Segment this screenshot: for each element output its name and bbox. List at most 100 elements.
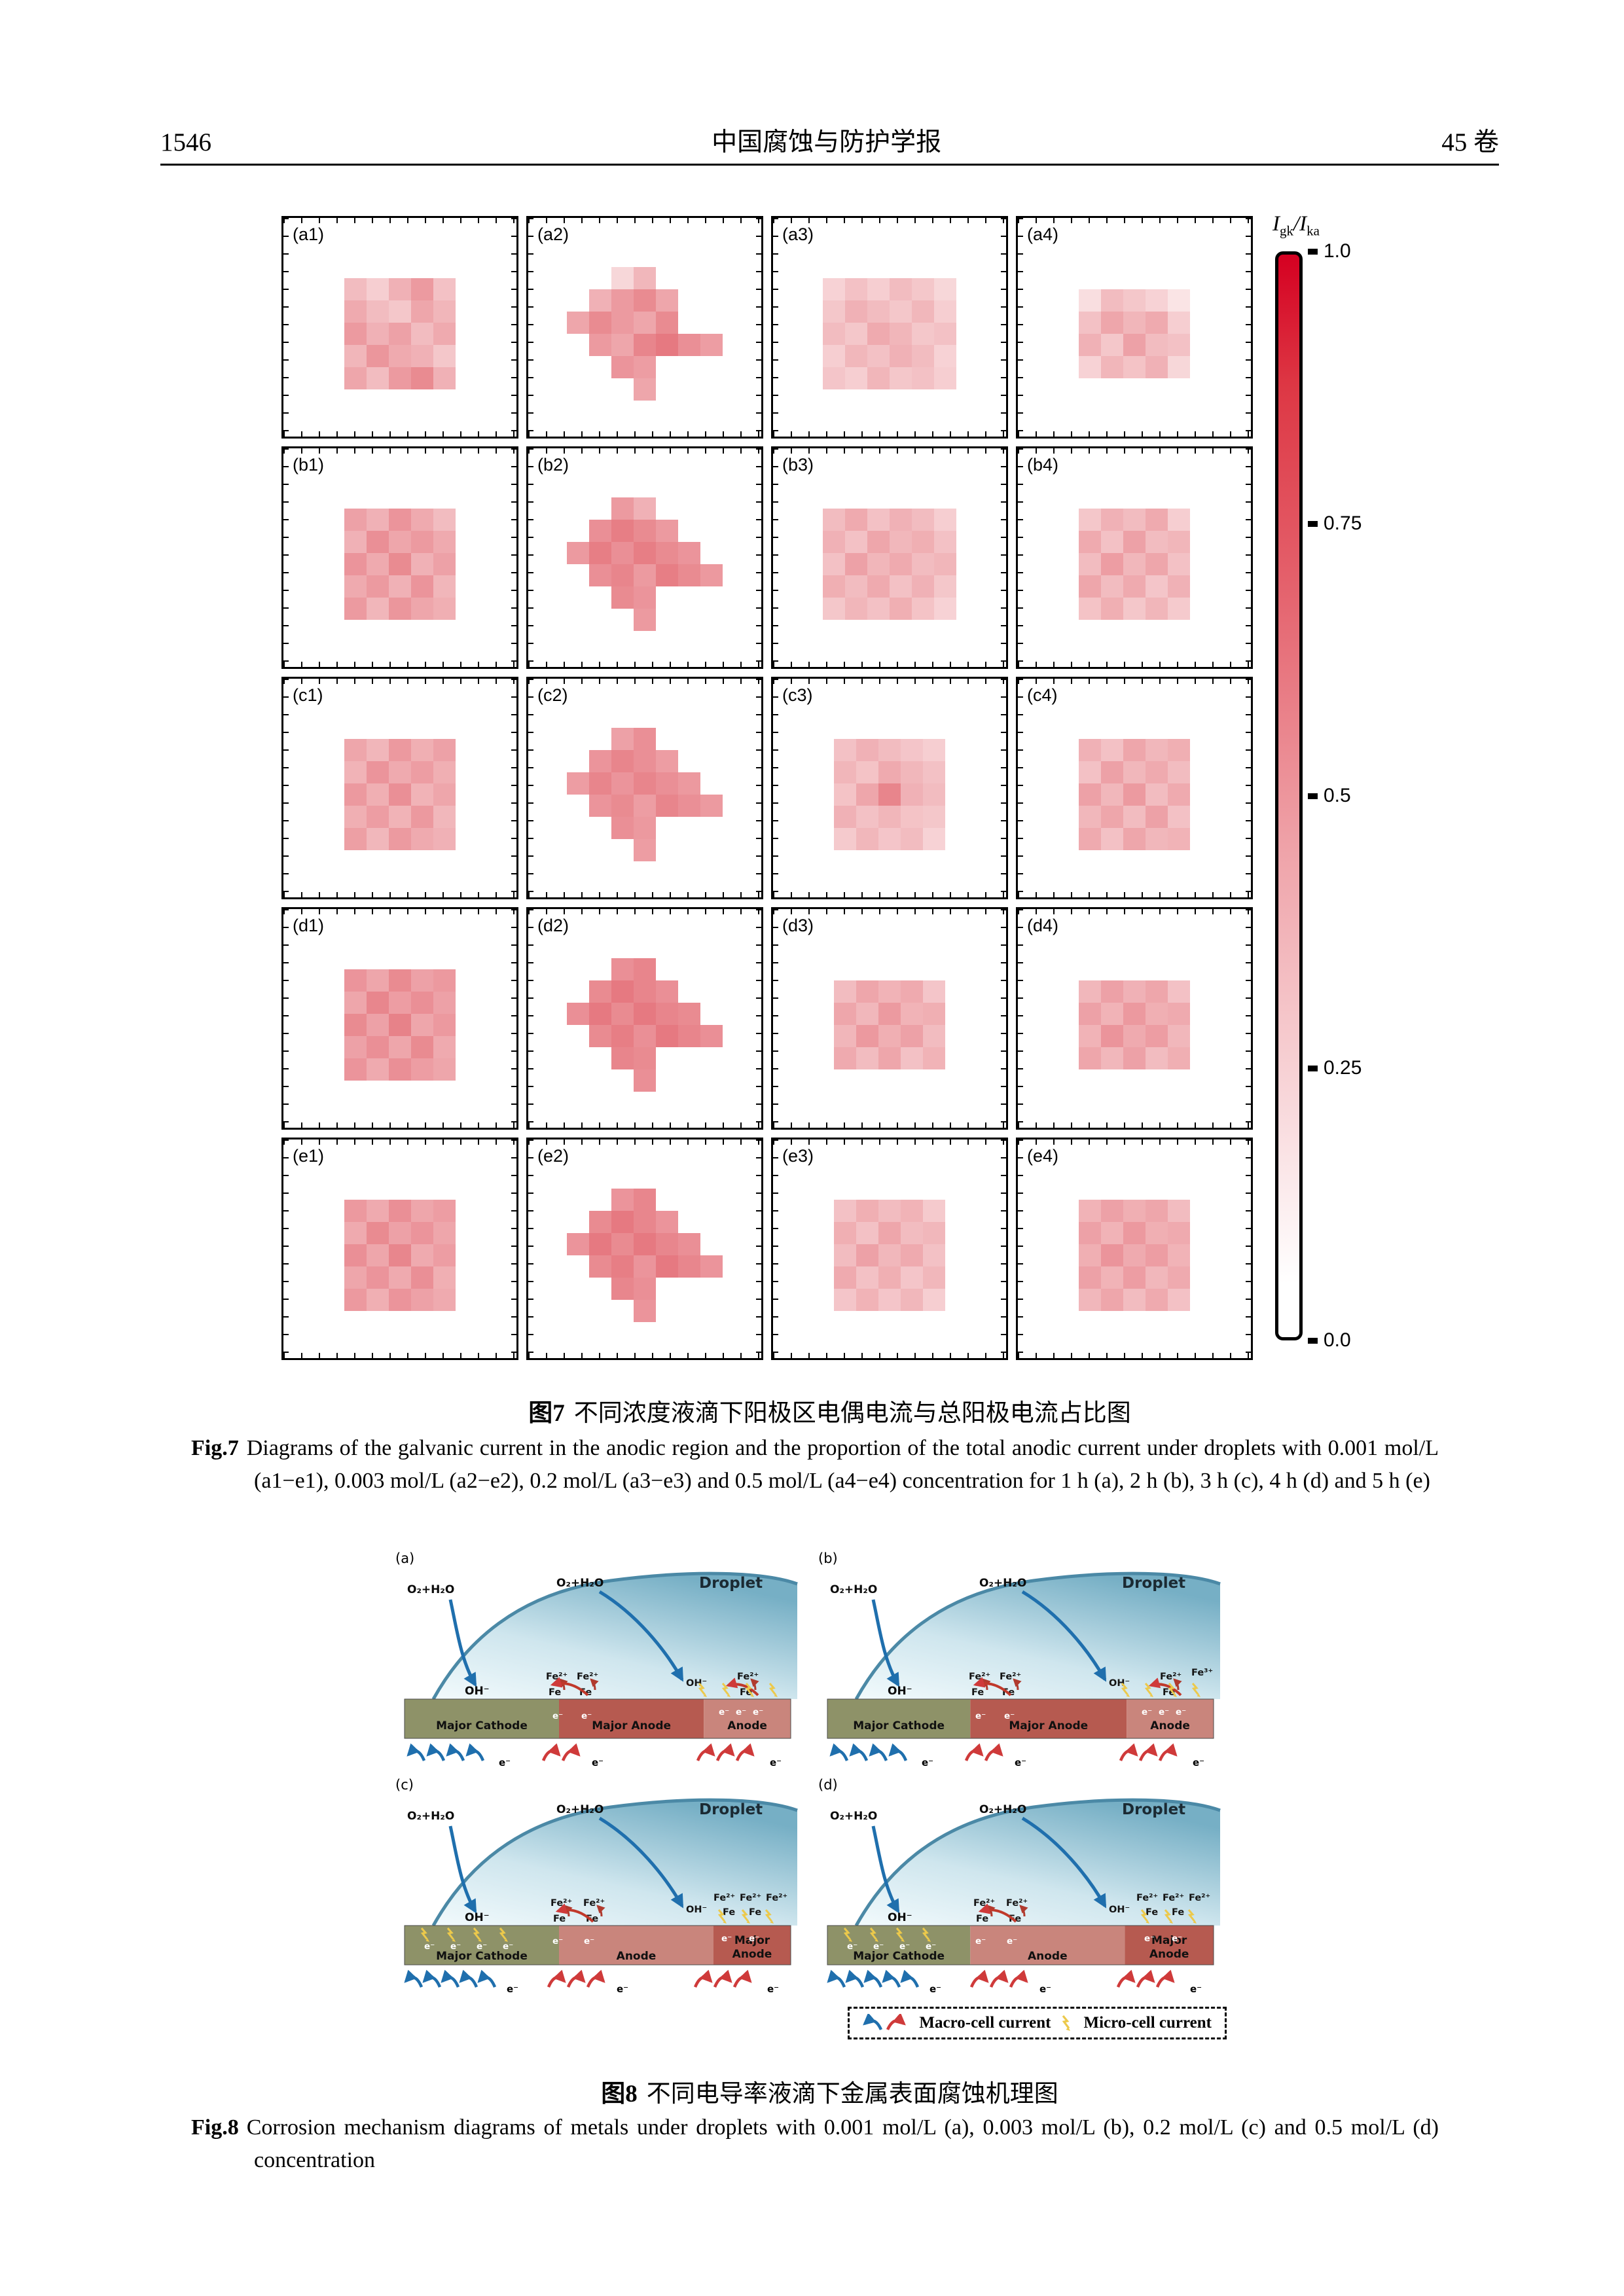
heatmap-cell [367, 828, 389, 851]
fe2-label: Fe²⁺ [713, 1893, 735, 1903]
volume-label: 45 卷 [1441, 128, 1499, 156]
heatmap-cell [845, 509, 867, 531]
segment-label: Anode [727, 1719, 767, 1732]
heatmap-cell [1079, 828, 1101, 851]
heatmap-panel-c3: (c3) [771, 677, 1008, 899]
diagram-panel-label: (d) [818, 1777, 838, 1793]
heatmap-cell [901, 828, 923, 851]
heatmap-cell [1123, 575, 1146, 598]
heatmap-cell [678, 839, 700, 861]
heatmap-cell [1146, 1289, 1168, 1312]
heatmap-cell [856, 1244, 878, 1267]
heatmap-cell [856, 1047, 878, 1070]
heatmap-cell [634, 1211, 656, 1234]
heatmap-cell [411, 1036, 433, 1059]
heatmap-cell [856, 1222, 878, 1245]
heatmap-cell [1168, 806, 1190, 829]
colorbar-separator: / [1293, 212, 1300, 236]
heatmap-cell [1079, 575, 1101, 598]
heatmap-cell [823, 575, 845, 598]
heatmap-cell [1079, 553, 1101, 576]
heatmap-cell [878, 1025, 901, 1048]
metal-segment [405, 1926, 559, 1965]
heatmap-cell [567, 1189, 589, 1211]
heatmap-cell [934, 345, 956, 368]
heatmap-cell [433, 1036, 456, 1059]
heatmap-cell [1101, 356, 1123, 379]
heatmap-cell [700, 839, 723, 861]
heatmap-cell [656, 750, 678, 773]
heatmap-cell [389, 783, 411, 806]
heatmap-cell [878, 783, 901, 806]
tick-label: 1.0 [1324, 240, 1351, 262]
heatmap-cell [823, 553, 845, 576]
heatmap-panel-a2: (a2) [526, 216, 763, 439]
heatmap-cell [433, 553, 456, 576]
heatmap-cell [1168, 531, 1190, 554]
macro-cell-arrow-red [732, 1969, 752, 1988]
droplet-label: Droplet [1122, 1801, 1185, 1818]
heatmap-cell [1123, 1047, 1146, 1070]
heatmap-cell [901, 1266, 923, 1289]
heatmap-cell [411, 598, 433, 620]
hydroxide-label: OH⁻ [465, 1911, 490, 1924]
droplet-surface [431, 1798, 798, 1927]
heatmap-cell [344, 761, 367, 784]
fe-label: Fe [971, 1687, 984, 1698]
tick-label: 0.0 [1324, 1329, 1351, 1351]
heatmap-cell [433, 1014, 456, 1037]
heatmap-cell [1101, 783, 1123, 806]
heatmap-cell [700, 497, 723, 520]
heatmap-cell [389, 323, 411, 346]
micro-cell-bolt [1144, 1683, 1153, 1697]
heatmap-cell [878, 1244, 901, 1267]
macro-cell-arrow-red [715, 1743, 735, 1761]
fe-label: Fe [1172, 1907, 1184, 1918]
micro-cell-bolt [721, 1683, 731, 1697]
heatmap-cell [923, 1047, 945, 1070]
heatmap-cell [389, 806, 411, 829]
heatmap-cell [678, 728, 700, 750]
heatmap-cell [912, 345, 934, 368]
macro-cell-arrow-blue [477, 1969, 497, 1988]
colorbar-gradient [1275, 251, 1303, 1340]
heatmap-cell [611, 1278, 634, 1300]
macro-cell-arrow-blue [446, 1743, 465, 1761]
heatmap-cell [1079, 1244, 1101, 1267]
heatmap-cell [678, 520, 700, 542]
heatmap-cell [700, 772, 723, 795]
heatmap-cell [1101, 828, 1123, 851]
heatmap-cell [589, 772, 611, 795]
fig8-legend: Macro-cell current Micro-cell current [848, 2007, 1227, 2039]
fig7-tag-cn: 图7 [528, 1400, 565, 1427]
heatmap-cell [367, 761, 389, 784]
heatmap-cell [344, 575, 367, 598]
panel-label: (e3) [782, 1146, 814, 1166]
colorbar-tick: 1.0 [1308, 240, 1351, 262]
heatmap-panel-a3: (a3) [771, 216, 1008, 439]
heatmap-cell [678, 497, 700, 520]
fe-label: Fe [549, 1687, 561, 1698]
heatmap-cell [867, 345, 890, 368]
heatmap-cell [901, 783, 923, 806]
heatmap-cell [411, 739, 433, 762]
heatmap-cell [344, 1200, 367, 1223]
heatmap-cell [433, 367, 456, 390]
heatmap-cell [567, 817, 589, 839]
heatmap-cell [934, 531, 956, 554]
heatmap-cell [656, 1211, 678, 1234]
heatmap-cell [656, 1300, 678, 1322]
heatmap-cell [1079, 1289, 1101, 1312]
heatmap-cell [367, 367, 389, 390]
heatmap-cell [856, 783, 878, 806]
panel-label: (d3) [782, 916, 814, 935]
micro-cell-bolt [843, 1928, 852, 1942]
heatmap-cell [1168, 553, 1190, 576]
heatmap-cell [433, 598, 456, 620]
heatmap-cell [1079, 980, 1101, 1003]
heatmap-cell [367, 553, 389, 576]
heatmap-cell [656, 728, 678, 750]
heatmap-cell [878, 739, 901, 762]
electron-label: e⁻ [617, 1983, 628, 1995]
heatmap-cell [589, 520, 611, 543]
